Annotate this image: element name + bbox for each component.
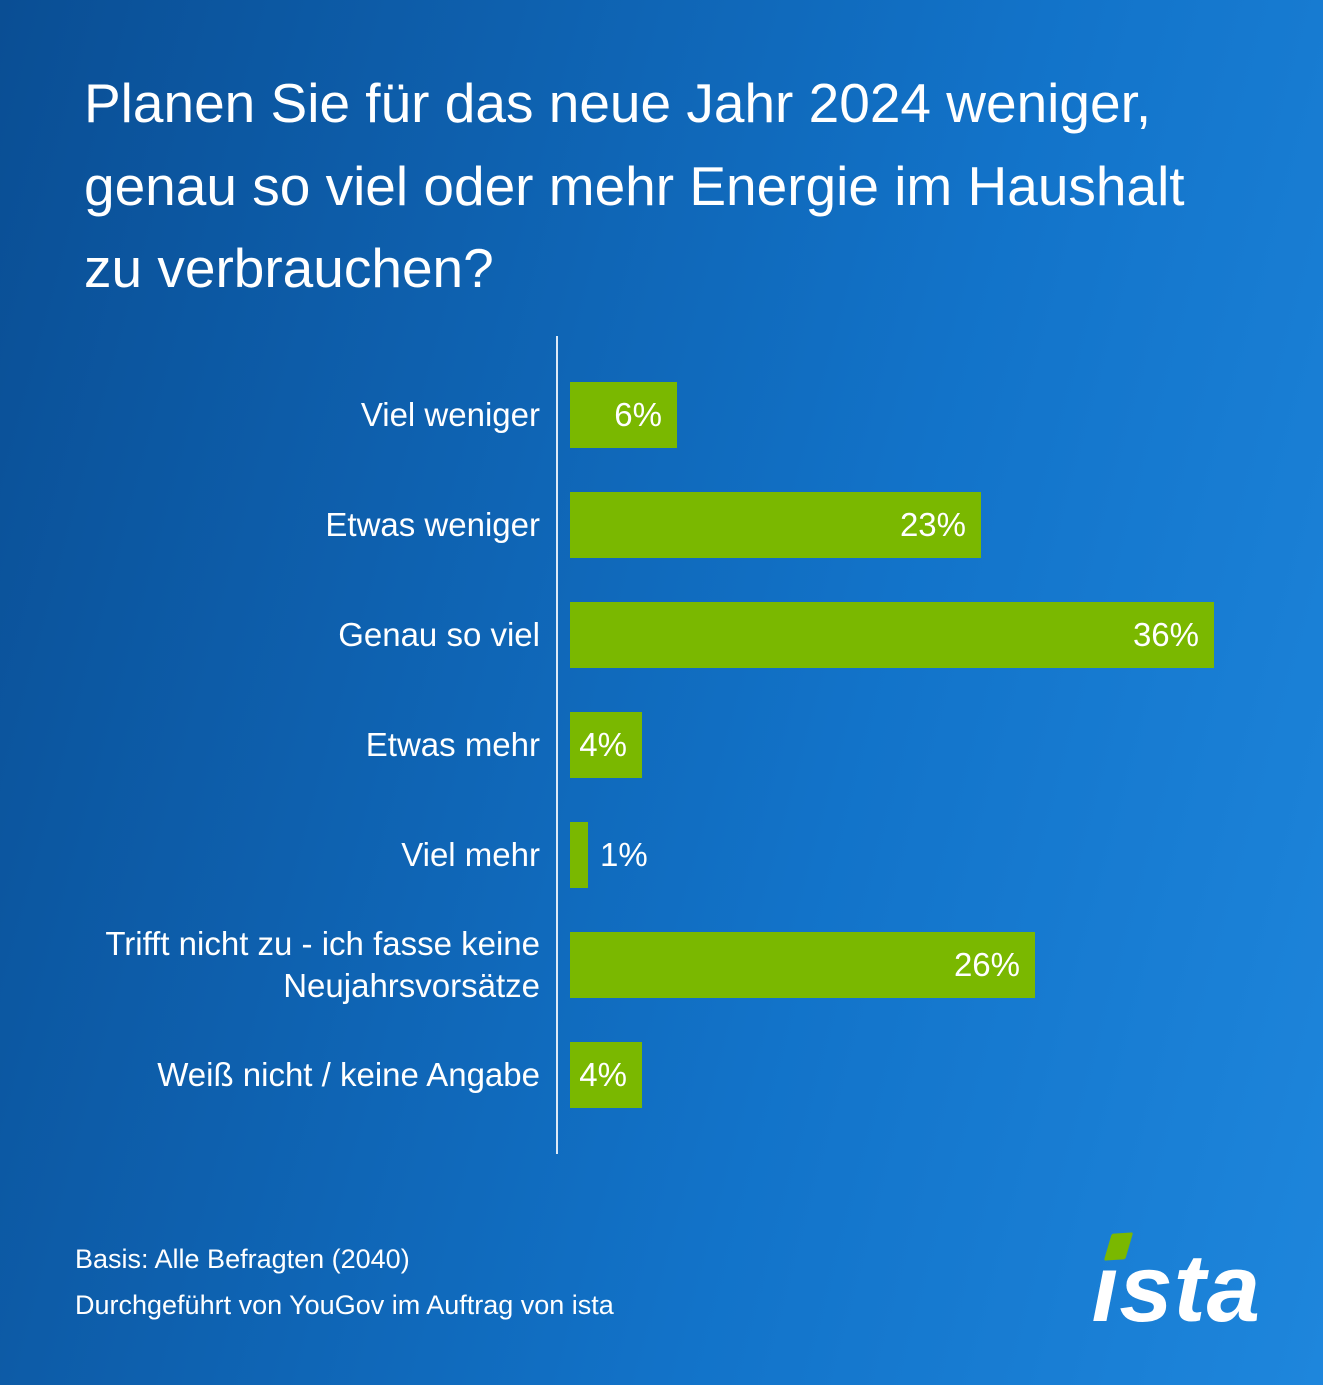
value-label: 6% <box>614 395 662 433</box>
conducted-line: Durchgeführt von YouGov im Auftrag von i… <box>75 1290 614 1321</box>
value-label: 1% <box>600 835 648 873</box>
value-label: 23% <box>899 505 966 543</box>
category-label: Viel weniger <box>360 395 540 433</box>
bar-track: 6% <box>556 381 1323 448</box>
category-label: Genau so viel <box>338 615 540 653</box>
bar: 6% <box>570 381 677 448</box>
basis-line: Basis: Alle Befragten (2040) <box>75 1244 410 1275</box>
bar-track: 4% <box>556 711 1323 778</box>
bar-track: 4% <box>556 1041 1323 1108</box>
bar: 4% <box>570 1041 642 1108</box>
bar-track: 23% <box>556 491 1323 558</box>
source-note: Basis: Alle Befragten (2040) Durchgeführ… <box>75 1237 614 1329</box>
bar: 36% <box>570 601 1214 668</box>
value-label: 4% <box>579 1055 627 1093</box>
bar-chart: Viel weniger 6% Etwas weniger 23% Genau so v… <box>75 335 1323 1154</box>
bar: 23% <box>570 491 981 558</box>
category-label: Weiß nicht / keine Angabe <box>157 1055 540 1093</box>
bar-track: 1% <box>556 821 1323 888</box>
bar-track: 26% <box>556 931 1323 998</box>
category-label: Etwas mehr <box>365 725 540 763</box>
value-label: 4% <box>579 725 627 763</box>
bar <box>570 821 588 888</box>
category-label: Viel mehr <box>401 835 540 873</box>
chart-row: Weiß nicht / keine Angabe 4% <box>75 1020 1323 1130</box>
category-label: Etwas weniger <box>325 505 540 543</box>
chart-rows: Viel weniger 6% Etwas weniger 23% Genau so v… <box>75 360 1323 1130</box>
infographic: { "title": "Planen Sie für das neue Jahr… <box>0 62 1323 1385</box>
category-label: Trifft nicht zu - ich fasse keine Neujah… <box>105 925 540 1004</box>
chart-row: Genau so viel 36% <box>75 580 1323 690</box>
bar-track: 36% <box>556 601 1323 668</box>
chart-row: Viel weniger 6% <box>75 360 1323 470</box>
chart-row: Trifft nicht zu - ich fasse keine Neujah… <box>75 910 1323 1020</box>
chart-row: Viel mehr 1% <box>75 800 1323 910</box>
chart-row: Etwas weniger 23% <box>75 470 1323 580</box>
bar: 26% <box>570 931 1035 998</box>
chart-title: Planen Sie für das neue Jahr 2024 wenige… <box>84 72 1185 299</box>
chart-row: Etwas mehr 4% <box>75 690 1323 800</box>
value-label: 26% <box>953 945 1020 983</box>
axis-line <box>556 335 558 1154</box>
ista-logo: ısta <box>1092 1231 1261 1337</box>
value-label: 36% <box>1132 615 1199 653</box>
bar: 4% <box>570 711 642 778</box>
